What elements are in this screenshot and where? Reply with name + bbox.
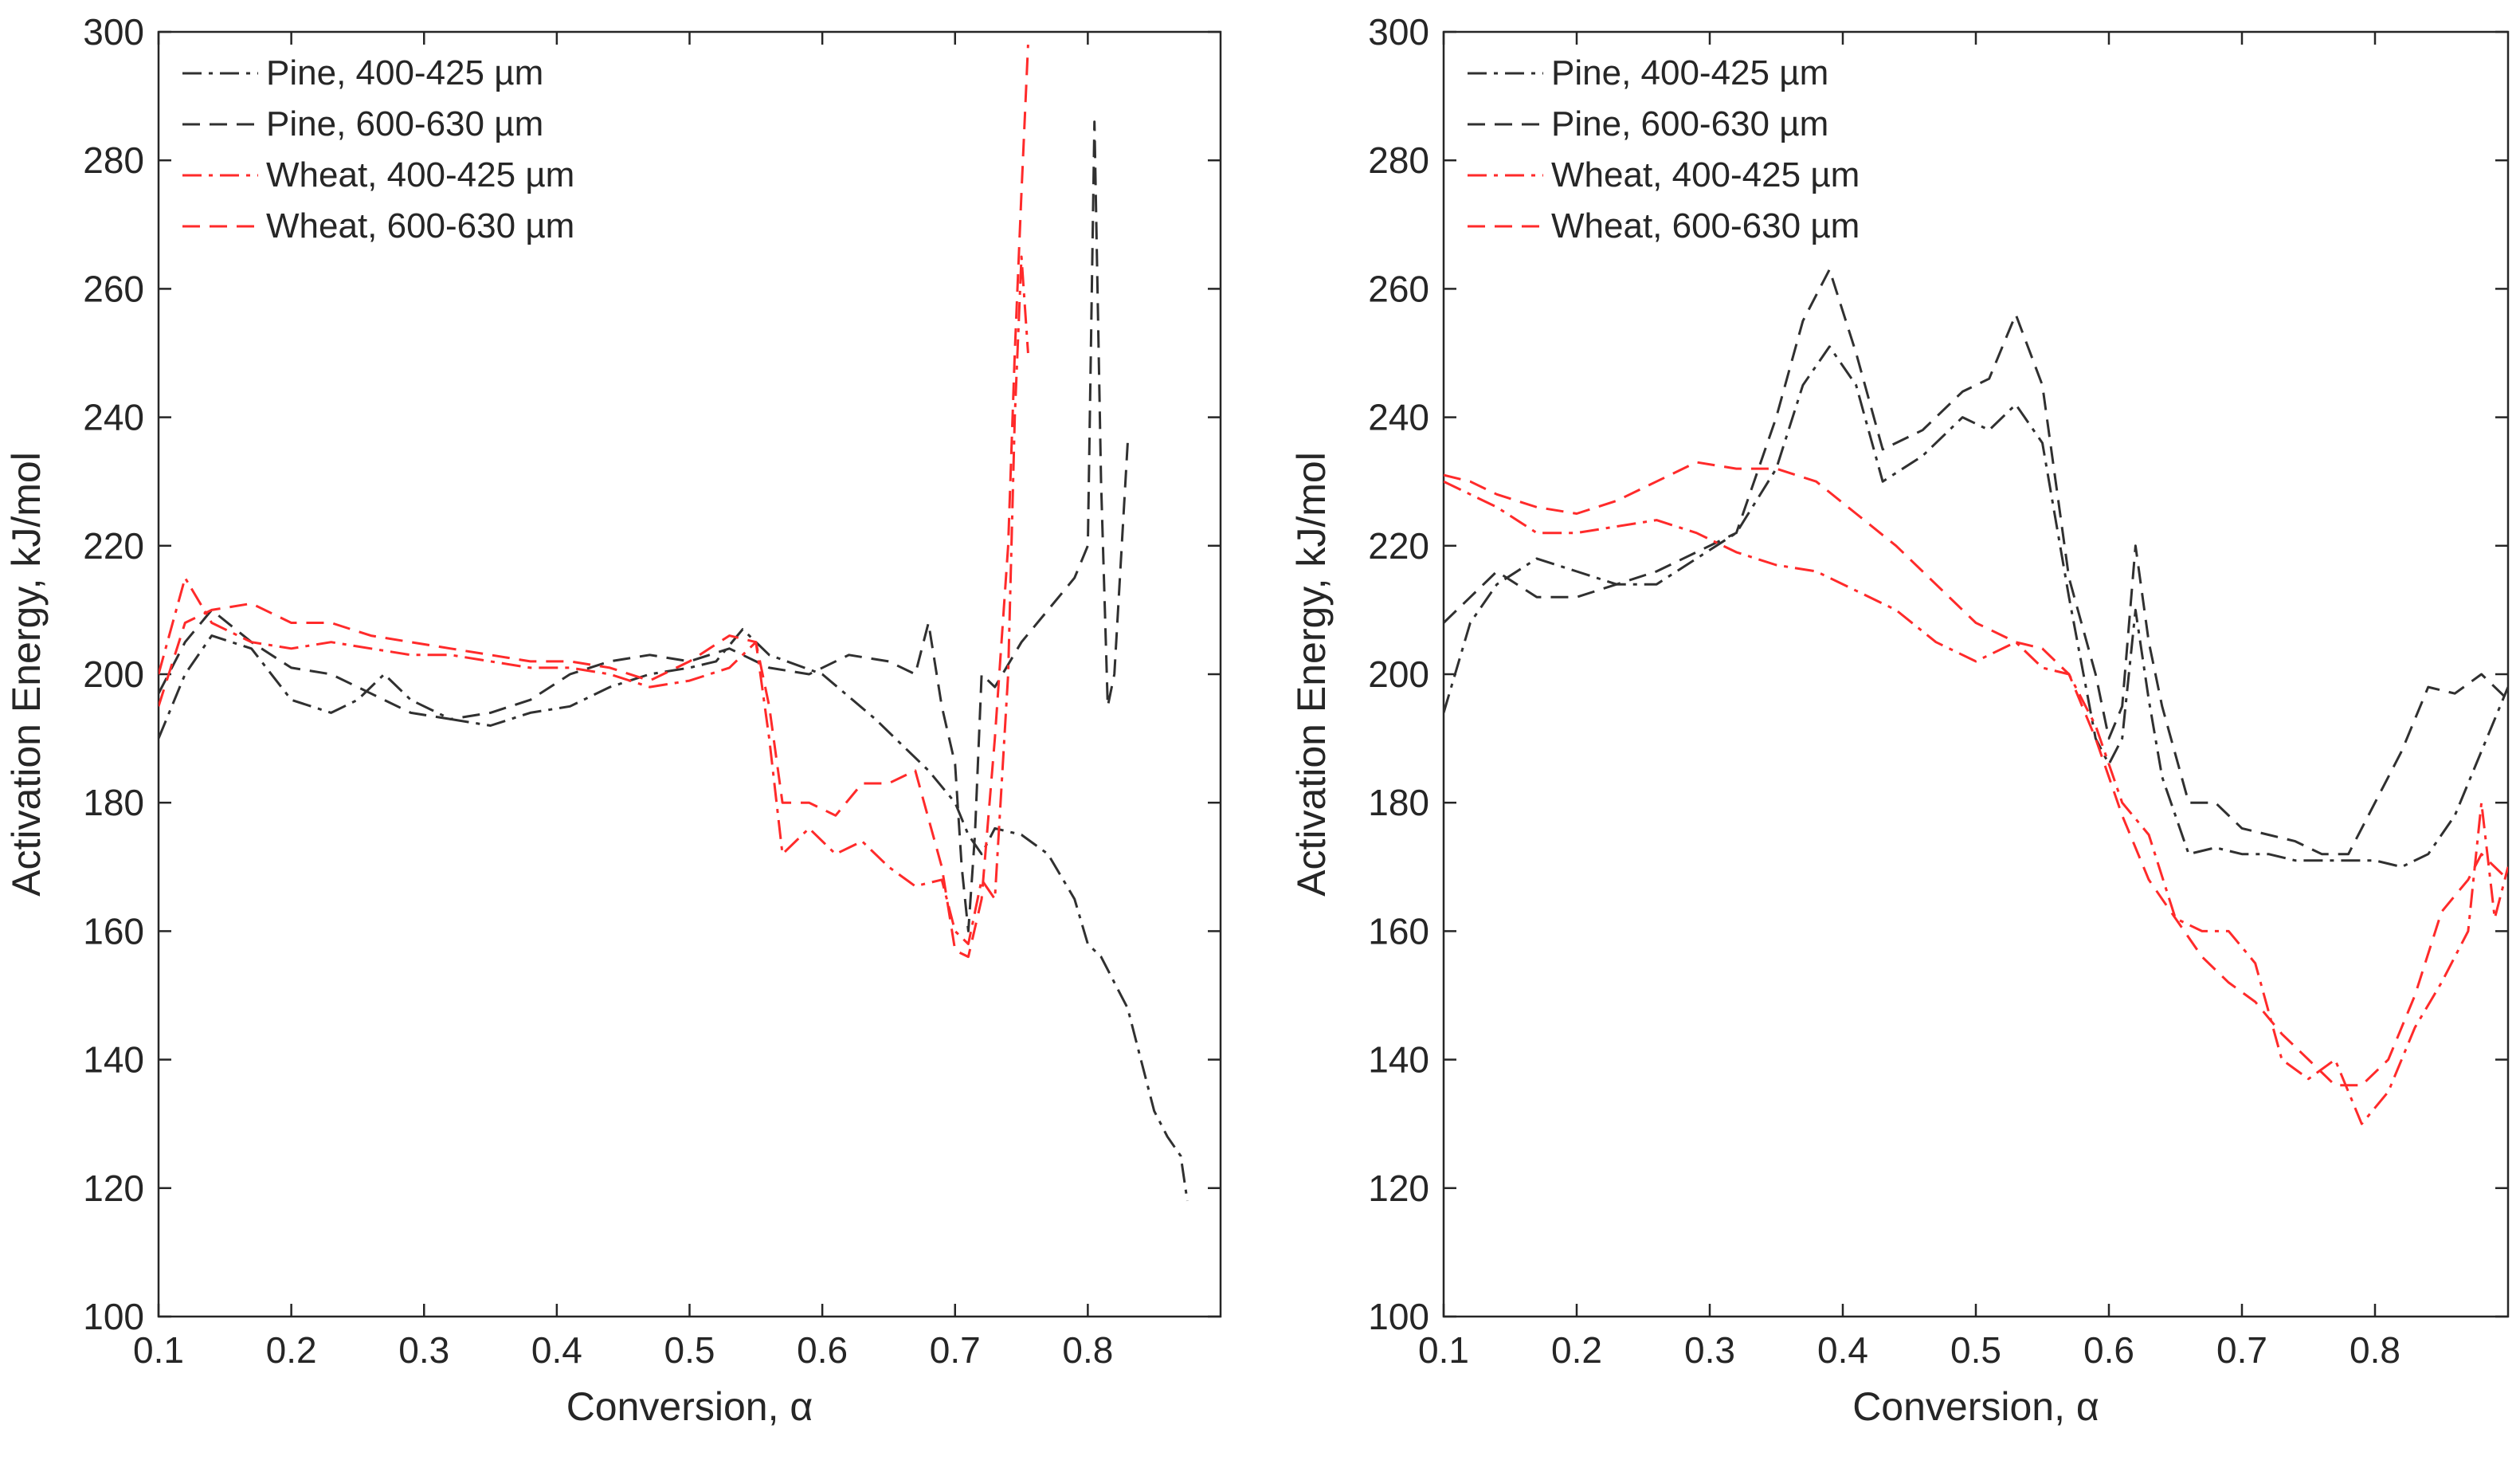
y-tick-label: 300 [1368, 11, 1429, 53]
x-tick-label: 0.6 [2083, 1329, 2134, 1371]
x-tick-label: 0.2 [266, 1329, 317, 1371]
series-line [1444, 268, 2508, 856]
x-tick-label: 0.5 [1950, 1329, 2001, 1371]
series-line [159, 45, 1029, 959]
legend-entry: Wheat, 600-630 µm [1551, 206, 1860, 245]
x-tick-label: 0.6 [797, 1329, 848, 1371]
y-axis-label: Activation Energy, kJ/mol [4, 452, 49, 897]
y-tick-label: 300 [83, 11, 144, 53]
series-line [1444, 461, 2508, 1087]
y-axis-label: Activation Energy, kJ/mol [1289, 452, 1334, 897]
y-tick-label: 260 [83, 268, 144, 309]
y-tick-label: 100 [1368, 1296, 1429, 1337]
y-tick-label: 140 [83, 1039, 144, 1081]
x-tick-label: 0.7 [930, 1329, 981, 1371]
y-tick-label: 140 [1368, 1039, 1429, 1081]
y-tick-label: 260 [1368, 268, 1429, 309]
x-tick-label: 0.3 [1684, 1329, 1735, 1371]
x-tick-label: 0.5 [664, 1329, 715, 1371]
y-tick-label: 160 [83, 910, 144, 952]
y-tick-label: 160 [1368, 910, 1429, 952]
y-tick-label: 180 [83, 782, 144, 823]
legend-entry: Wheat, 600-630 µm [266, 206, 574, 245]
legend-entry: Wheat, 400-425 µm [266, 155, 574, 194]
y-tick-label: 200 [83, 653, 144, 695]
y-tick-label: 240 [83, 397, 144, 438]
x-tick-label: 0.1 [1418, 1329, 1469, 1371]
x-tick-label: 0.4 [531, 1329, 582, 1371]
y-tick-label: 220 [1368, 525, 1429, 567]
x-axis-label: Conversion, α [1852, 1384, 2099, 1429]
x-tick-label: 0.1 [133, 1329, 184, 1371]
x-tick-label: 0.7 [2216, 1329, 2267, 1371]
series-line [1444, 480, 2508, 1125]
y-tick-label: 220 [83, 525, 144, 567]
chart-panel-right: 100 120 140 160 180 200 220 240 260 280 300 0.1 0.2 0… [1289, 11, 2510, 1429]
series-line [1444, 345, 2508, 869]
x-tick-label: 0.4 [1817, 1329, 1868, 1371]
legend-entry: Pine, 600-630 µm [266, 104, 543, 143]
legend-entry: Pine, 400-425 µm [1551, 53, 1828, 92]
chart-panel-left: 100 120 140 160 180 200 220 240 260 280 300 0.1 0.2 0… [4, 11, 1222, 1429]
x-axis-label: Conversion, α [566, 1384, 813, 1429]
y-tick-label: 120 [83, 1168, 144, 1209]
y-tick-label: 200 [1368, 653, 1429, 695]
legend-entry: Pine, 400-425 µm [266, 53, 543, 92]
x-tick-label: 0.8 [2350, 1329, 2400, 1371]
y-tick-label: 240 [1368, 397, 1429, 438]
series-line [159, 255, 1029, 945]
y-tick-label: 280 [83, 139, 144, 181]
y-tick-label: 120 [1368, 1168, 1429, 1209]
y-tick-label: 180 [1368, 782, 1429, 823]
x-tick-label: 0.8 [1062, 1329, 1113, 1371]
legend-entry: Wheat, 400-425 µm [1551, 155, 1860, 194]
y-tick-label: 280 [1368, 139, 1429, 181]
y-tick-label: 100 [83, 1296, 144, 1337]
series-line [159, 120, 1129, 932]
legend-entry: Pine, 600-630 µm [1551, 104, 1828, 143]
series-line [159, 628, 1189, 1202]
x-tick-label: 0.3 [398, 1329, 449, 1371]
x-tick-label: 0.2 [1551, 1329, 1602, 1371]
